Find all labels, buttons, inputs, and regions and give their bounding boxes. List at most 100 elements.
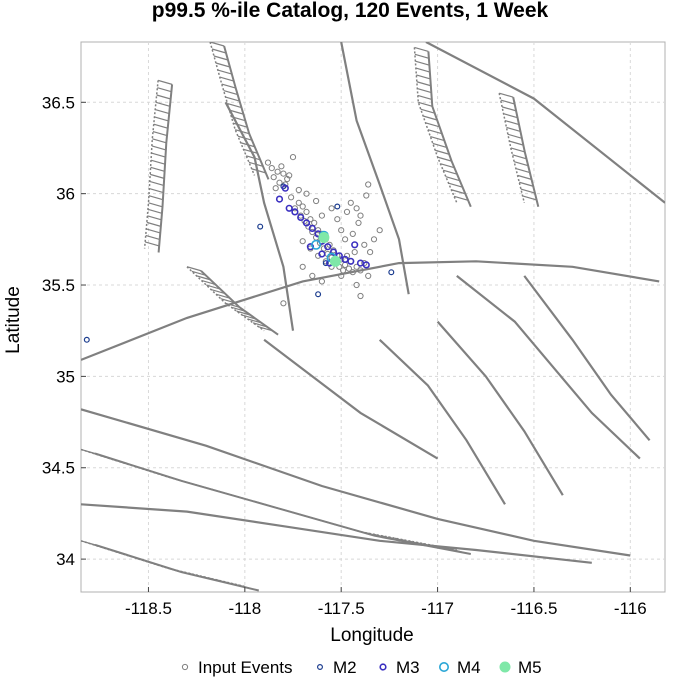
fault-hatch: [213, 55, 229, 61]
fault-hatch: [453, 195, 469, 201]
fault-zone-edge: [200, 270, 279, 336]
event-point-input-events: [370, 236, 378, 243]
fault-zone-edge: [498, 93, 526, 203]
y-tick-label: 36.5: [42, 93, 75, 112]
event-point-input-events: [307, 216, 314, 223]
fault-hatch: [429, 544, 444, 550]
fault-hatch: [149, 180, 164, 187]
fault-hatch: [416, 74, 431, 80]
event-point-input-events: [345, 265, 352, 272]
event-point-input-events: [365, 272, 372, 279]
fault-hatch: [522, 195, 537, 201]
fault-hatch: [144, 241, 160, 247]
event-point-input-events: [353, 263, 360, 270]
fault-hatch: [434, 149, 450, 155]
fault-hatch: [219, 76, 234, 82]
y-tick-label: 35.5: [42, 276, 75, 295]
event-point-m2: [257, 223, 264, 230]
event-point-m3: [302, 219, 311, 227]
event-point-m5: [318, 232, 330, 243]
fault-hatch: [206, 284, 221, 290]
event-point-input-events: [295, 199, 302, 206]
fault-hatch: [246, 155, 261, 161]
fault-hatch: [153, 123, 168, 129]
event-point-input-events: [357, 267, 364, 274]
event-point-m3: [324, 243, 332, 251]
fault-hatch: [217, 69, 233, 75]
fault-hatch: [147, 215, 162, 221]
fault-hatch: [147, 208, 163, 214]
x-tick-label: -116: [614, 599, 647, 618]
event-point-input-events: [303, 208, 310, 215]
event-point-input-events: [343, 208, 351, 215]
fault-hatch: [149, 188, 164, 194]
fault-hatch: [499, 92, 514, 98]
fault-hatch: [258, 326, 273, 332]
fault-hatch: [150, 159, 166, 165]
fault-hatch: [418, 101, 433, 107]
x-axis-ticks: -118.5 -118 -117.5 -117 -116.5 -116: [125, 587, 647, 618]
fault-hatch: [230, 306, 246, 312]
event-point-input-events: [309, 228, 316, 236]
fault-hatch: [155, 109, 170, 115]
event-point-m3: [306, 243, 315, 251]
fault-line: [81, 503, 592, 564]
y-axis-label: Latitude: [3, 286, 24, 354]
event-point-input-events: [280, 300, 287, 307]
y-tick-label: 34: [56, 550, 75, 569]
fault-hatch: [367, 532, 382, 538]
fault-zone-edge: [413, 47, 458, 204]
fault-hatch: [380, 535, 396, 541]
event-point-m3: [297, 213, 305, 221]
x-tick-label: -118.5: [125, 599, 172, 618]
fault-line: [523, 275, 651, 442]
event-point-input-events: [351, 249, 358, 256]
legend-label: M5: [518, 658, 542, 677]
fault-hatch: [233, 122, 248, 128]
fault-hatch: [414, 53, 430, 59]
fault-hatch: [148, 202, 163, 208]
event-point-m2: [83, 336, 90, 343]
fault-hatch: [442, 546, 458, 552]
fault-hatch: [196, 275, 211, 281]
fault-hatch: [227, 103, 242, 109]
fault-hatch: [510, 147, 525, 153]
y-tick-label: 35: [56, 367, 75, 386]
event-point-input-events: [289, 154, 297, 161]
event-point-m3: [351, 241, 359, 249]
event-point-input-events: [268, 165, 275, 172]
event-point-m3: [291, 208, 299, 216]
event-point-input-events: [338, 227, 345, 234]
event-point-input-events: [288, 194, 295, 201]
event-point-m2: [388, 269, 395, 276]
fault-hatch: [512, 154, 527, 160]
event-point-input-events: [363, 192, 370, 199]
fault-hatch: [414, 46, 429, 53]
fault-hatch: [201, 279, 216, 286]
fault-zone-edge: [143, 80, 159, 249]
fault-hatch: [415, 60, 430, 66]
fault-hatch: [520, 188, 536, 194]
fault-hatch: [374, 533, 389, 539]
fault-hatch: [503, 113, 518, 119]
fault-line: [378, 339, 506, 505]
fault-hatch: [151, 152, 166, 158]
event-point-m2: [280, 183, 287, 190]
event-point-input-events: [270, 174, 277, 181]
fault-line: [436, 320, 564, 496]
fault-hatch: [448, 182, 463, 188]
fault-line: [81, 260, 660, 361]
legend-marker: [181, 663, 189, 671]
legend-label: Input Events: [198, 658, 293, 677]
event-point-m3: [329, 248, 338, 256]
y-axis-ticks: 34 34.5 35 35.5 36 36.5: [42, 93, 86, 569]
fault-hatch: [415, 67, 431, 73]
legend: Input Events M2 M3 M4 M5: [181, 658, 542, 677]
legend-label: M3: [396, 658, 420, 677]
event-point-input-events: [299, 238, 306, 245]
fault-line: [456, 275, 641, 460]
fault-hatch: [215, 62, 231, 68]
fault-layer: [81, 42, 665, 592]
fault-hatch: [509, 140, 524, 146]
